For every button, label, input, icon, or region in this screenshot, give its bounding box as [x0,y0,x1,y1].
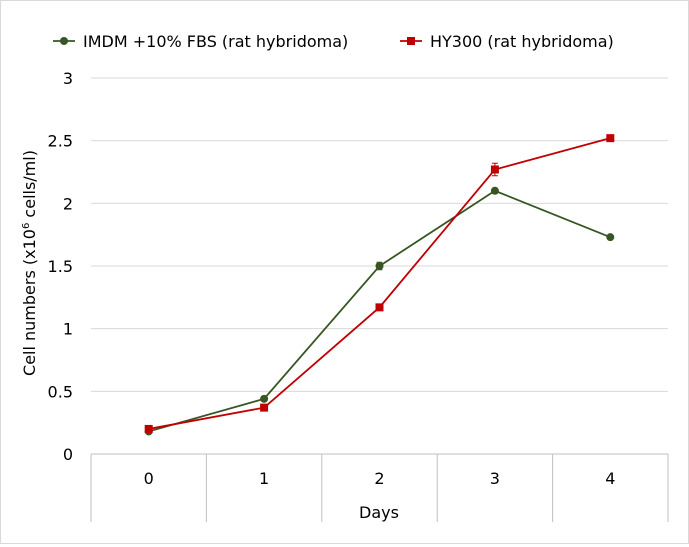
x-tick-label: 0 [144,469,154,488]
series-1 [144,134,615,433]
y-axis-title-tail: cells/ml) [20,150,39,223]
x-tick-label: 2 [374,469,384,488]
legend: IMDM +10% FBS (rat hybridoma) HY300 (rat … [53,32,614,51]
series-layer [144,134,615,436]
gridlines [91,77,668,392]
legend-label: IMDM +10% FBS (rat hybridoma) [83,32,348,51]
data-point [606,233,615,242]
y-tick-label: 0.5 [48,382,73,401]
data-point [375,262,384,270]
y-tick-label: 1.5 [48,257,73,276]
x-tick-label: 3 [490,469,500,488]
data-point [375,303,384,312]
legend-item-1: HY300 (rat hybridoma) [400,32,614,51]
y-tick-label: 2.5 [48,132,73,151]
data-point [260,403,269,412]
legend-item-0: IMDM +10% FBS (rat hybridoma) [53,32,348,51]
y-tick-label: 3 [63,69,73,88]
y-axis-title-main: Cell numbers (x10 [20,229,39,376]
legend-label: HY300 (rat hybridoma) [430,32,614,51]
legend-marker [407,37,415,45]
data-point [606,134,615,143]
legend-marker [60,37,68,45]
y-axis-title: Cell numbers (x106 cells/ml) [20,150,39,376]
data-point [144,424,153,433]
data-point [260,394,269,403]
x-axis-title: Days [359,503,399,522]
data-point [490,165,499,174]
y-tick-label: 2 [63,194,73,213]
series-line [148,137,611,430]
y-axis-title-superscript: 6 [21,223,32,229]
y-tick-label: 1 [63,320,73,339]
axes: 0 0.5 1 1.5 2 2.5 3 0 1 2 3 4 [48,69,669,522]
x-tick-label: 4 [605,469,615,488]
x-tick-label: 1 [259,469,269,488]
y-tick-label: 0 [63,445,73,464]
data-point [490,186,499,195]
